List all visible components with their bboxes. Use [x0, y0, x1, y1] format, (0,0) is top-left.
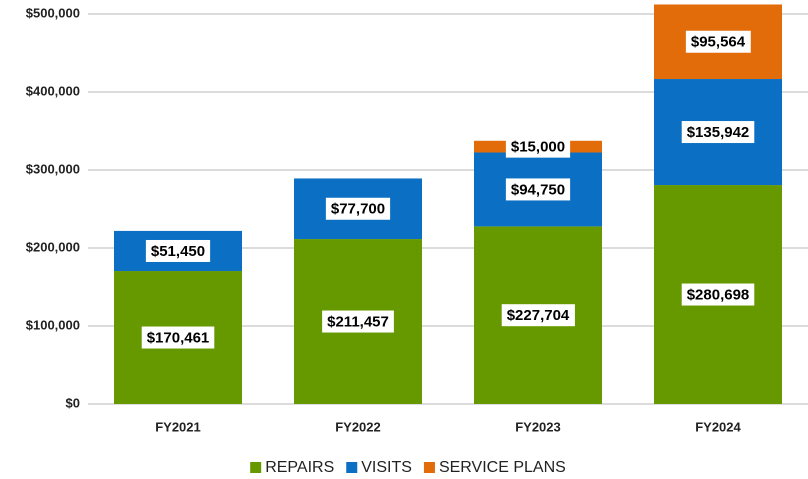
data-label: $15,000	[511, 139, 565, 156]
x-tick-label: FY2021	[155, 419, 201, 434]
x-tick-label: FY2022	[335, 419, 381, 434]
y-tick-label: $400,000	[26, 83, 80, 98]
y-tick-label: $500,000	[26, 5, 80, 20]
data-label-box	[501, 304, 575, 327]
data-label: $170,461	[147, 329, 210, 346]
data-label-box	[685, 30, 751, 53]
data-label-box	[322, 310, 394, 333]
data-label: $280,698	[687, 286, 750, 303]
legend-label: REPAIRS	[265, 459, 334, 476]
data-label: $95,564	[691, 34, 746, 51]
y-tick-label: $100,000	[26, 317, 80, 332]
data-label: $94,750	[511, 181, 565, 198]
legend-swatch	[346, 462, 358, 473]
data-label-box	[145, 239, 211, 262]
data-label-box	[681, 283, 755, 306]
data-label-box	[325, 197, 391, 220]
y-tick-label: $0	[66, 395, 80, 410]
data-label: $77,700	[331, 201, 385, 218]
y-tick-label: $300,000	[26, 161, 80, 176]
data-label-box	[505, 178, 571, 201]
x-tick-label: FY2024	[695, 419, 741, 434]
data-label: $211,457	[327, 314, 389, 331]
data-label-box	[505, 135, 571, 158]
data-label: $227,704	[507, 307, 570, 324]
data-label: $135,942	[687, 124, 750, 141]
y-tick-label: $200,000	[26, 239, 80, 254]
legend-label: SERVICE PLANS	[439, 459, 566, 476]
data-label-box	[141, 326, 215, 349]
legend-swatch	[250, 462, 262, 473]
data-label-box	[681, 121, 755, 144]
legend-label: VISITS	[361, 459, 412, 476]
legend-swatch	[423, 462, 435, 473]
data-label: $51,450	[151, 243, 205, 260]
x-tick-label: FY2023	[515, 419, 561, 434]
